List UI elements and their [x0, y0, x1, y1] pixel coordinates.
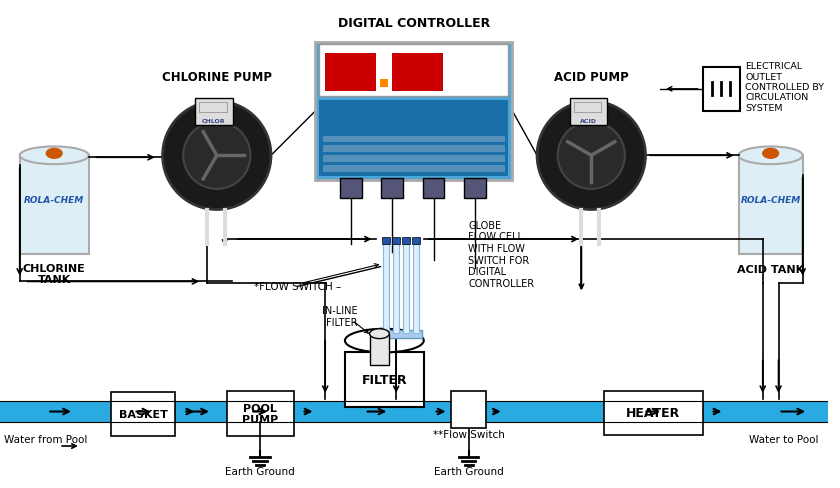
Bar: [323, 146, 505, 153]
Circle shape: [163, 102, 271, 210]
Bar: [345, 353, 423, 407]
Bar: [340, 179, 362, 198]
Bar: [451, 401, 486, 423]
Bar: [403, 244, 409, 333]
Text: GLOBE
FLOW CELL
WITH FLOW
SWITCH FOR
DIGITAL
CONTROLLER: GLOBE FLOW CELL WITH FLOW SWITCH FOR DIG…: [468, 221, 534, 288]
Ellipse shape: [345, 329, 423, 353]
Bar: [702, 67, 740, 112]
Bar: [738, 156, 803, 254]
Text: HEATER: HEATER: [627, 407, 680, 420]
Bar: [392, 54, 444, 92]
Bar: [323, 156, 505, 163]
Ellipse shape: [19, 147, 89, 165]
Text: CHLORINE PUMP: CHLORINE PUMP: [162, 71, 272, 84]
Text: ROLA-CHEM: ROLA-CHEM: [741, 196, 801, 205]
Bar: [423, 179, 444, 198]
Text: BASKET: BASKET: [119, 409, 168, 419]
Circle shape: [183, 122, 250, 189]
Bar: [370, 334, 389, 366]
Circle shape: [558, 122, 625, 189]
Ellipse shape: [46, 149, 62, 159]
Text: CHLOR: CHLOR: [202, 119, 226, 124]
Text: ACID: ACID: [580, 119, 596, 124]
Text: CHLORINE
TANK: CHLORINE TANK: [23, 263, 86, 285]
Bar: [465, 179, 486, 198]
Bar: [199, 102, 227, 112]
Bar: [315, 43, 512, 181]
Ellipse shape: [370, 329, 389, 339]
Text: ROLA-CHEM: ROLA-CHEM: [24, 196, 84, 205]
Text: *FLOW SWITCH –: *FLOW SWITCH –: [255, 282, 342, 292]
Bar: [383, 244, 389, 333]
Bar: [0, 401, 827, 423]
Text: DIGITAL CONTROLLER: DIGITAL CONTROLLER: [338, 17, 490, 30]
Bar: [402, 238, 410, 244]
Bar: [323, 166, 505, 173]
Bar: [195, 99, 233, 126]
Bar: [112, 392, 176, 436]
Text: ACID TANK: ACID TANK: [737, 264, 804, 274]
Text: ELECTRICAL
OUTLET
CONTROLLED BY
CIRCULATION
SYSTEM: ELECTRICAL OUTLET CONTROLLED BY CIRCULAT…: [745, 62, 824, 113]
Bar: [604, 401, 702, 423]
Bar: [323, 136, 505, 143]
Text: IN-LINE
FILTER: IN-LINE FILTER: [322, 305, 358, 327]
Circle shape: [537, 102, 645, 210]
Bar: [319, 101, 508, 177]
Bar: [604, 391, 702, 435]
Bar: [112, 401, 176, 423]
Bar: [413, 244, 419, 333]
Text: FILTER: FILTER: [361, 373, 407, 386]
Bar: [381, 179, 403, 198]
Bar: [570, 99, 607, 126]
Text: **Flow Switch: **Flow Switch: [433, 429, 505, 439]
Bar: [378, 330, 422, 338]
Bar: [381, 80, 388, 87]
Text: Earth Ground: Earth Ground: [225, 466, 295, 476]
Bar: [412, 238, 420, 244]
Bar: [19, 156, 89, 254]
Ellipse shape: [738, 147, 803, 165]
Bar: [227, 401, 294, 423]
Bar: [227, 391, 294, 436]
Text: Water from Pool: Water from Pool: [4, 434, 87, 444]
Bar: [382, 238, 391, 244]
Bar: [393, 244, 399, 333]
Bar: [319, 45, 508, 97]
Text: Water to Pool: Water to Pool: [748, 434, 818, 444]
Text: Earth Ground: Earth Ground: [433, 466, 503, 476]
Bar: [392, 238, 400, 244]
Bar: [345, 401, 423, 423]
Bar: [574, 102, 601, 112]
Ellipse shape: [763, 149, 779, 159]
Bar: [325, 54, 376, 92]
Text: POOL
PUMP: POOL PUMP: [242, 403, 278, 425]
Bar: [451, 391, 486, 428]
Text: ACID PUMP: ACID PUMP: [554, 71, 628, 84]
